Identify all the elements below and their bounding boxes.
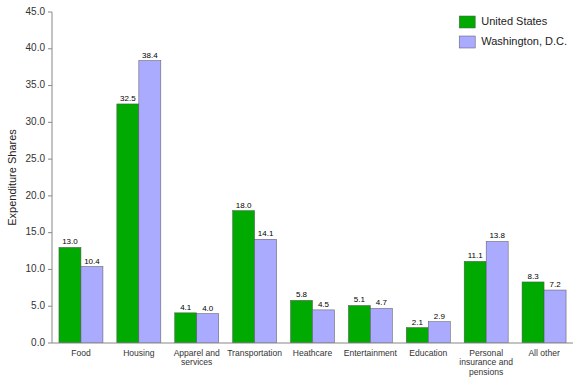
legend-swatch	[459, 16, 475, 28]
data-label: 10.4	[84, 257, 100, 266]
bar	[59, 247, 81, 343]
x-tick-label-line: insurance and	[459, 357, 513, 367]
bar	[291, 300, 313, 343]
y-tick	[48, 232, 52, 233]
data-labels: 13.0 32.5 4.1 18.0 5.8 5.1 2.1 11.1 8.3 10.4 38.4 4…	[62, 51, 561, 327]
data-label: 32.5	[120, 94, 136, 103]
y-tick-label: 5.0	[31, 300, 45, 311]
y-tick	[48, 343, 52, 344]
y-tick	[48, 195, 52, 196]
data-label: 4.5	[318, 300, 330, 309]
y-tick-label: 25.0	[26, 153, 46, 164]
data-label: 8.3	[527, 272, 539, 281]
legend-label: Washington, D.C.	[481, 35, 567, 47]
data-label: 5.8	[296, 290, 308, 299]
y-tick	[48, 159, 52, 160]
bar	[522, 282, 544, 343]
y-tick	[48, 12, 52, 13]
y-tick-label: 40.0	[26, 42, 46, 53]
y-tick	[48, 122, 52, 123]
x-tick-label-line: Entertainment	[344, 348, 398, 358]
data-label: 18.0	[236, 201, 252, 210]
x-tick-label: Heathcare	[293, 348, 333, 358]
bar	[406, 328, 428, 343]
x-tick-label-line: Housing	[123, 348, 155, 358]
y-axis-line	[52, 12, 53, 343]
data-label: 13.0	[62, 237, 78, 246]
bar	[197, 314, 219, 343]
bar	[139, 61, 161, 343]
x-tick-label-line: pensions	[469, 367, 503, 377]
x-tick-label-line: Education	[409, 348, 447, 358]
x-tick-label: Food	[71, 348, 91, 358]
bar	[544, 290, 566, 343]
y-tick	[48, 85, 52, 86]
data-label: 13.8	[489, 231, 505, 240]
x-tick-label-line: Personal	[469, 348, 503, 358]
data-label: 4.0	[202, 304, 214, 313]
y-tick	[48, 306, 52, 307]
data-label: 7.2	[549, 280, 561, 289]
bar	[81, 267, 103, 343]
bar	[370, 308, 392, 343]
y-tick-label: 20.0	[26, 190, 46, 201]
bar	[255, 239, 277, 343]
x-tick-label-line: Apparel and	[174, 348, 220, 358]
legend-swatch	[459, 36, 475, 48]
x-tick-label-line: services	[181, 357, 212, 367]
x-tick-label: All other	[528, 348, 560, 358]
y-axis-label: Expenditure Shares	[6, 129, 18, 226]
x-tick-label-line: Transportation	[227, 348, 282, 358]
bar	[348, 305, 370, 343]
x-axis-line	[52, 343, 573, 344]
y-tick	[48, 48, 52, 49]
y-axis: 0.0 5.0 10.0 15.0 20.0 25.0 30.0 35.0 40.0 45.0	[26, 6, 52, 348]
x-tick-label-line: Food	[71, 348, 91, 358]
bar	[486, 241, 508, 343]
legend-item: United States	[459, 15, 548, 28]
bar	[117, 104, 139, 343]
x-tick-label: Transportation	[227, 348, 282, 358]
x-tick-label-line: Heathcare	[293, 348, 333, 358]
y-tick-label: 35.0	[26, 79, 46, 90]
bar	[175, 313, 197, 343]
y-tick-label: 30.0	[26, 116, 46, 127]
data-label: 38.4	[142, 51, 158, 60]
y-tick-label: 15.0	[26, 226, 46, 237]
bar	[233, 211, 255, 343]
x-tick-label: Apparel andservices	[174, 348, 220, 368]
legend-label: United States	[481, 15, 548, 27]
data-label: 5.1	[354, 295, 366, 304]
bars	[59, 61, 566, 343]
y-tick-label: 45.0	[26, 6, 46, 17]
bar	[313, 310, 335, 343]
x-tick-label: Personalinsurance andpensions	[459, 348, 513, 378]
data-label: 14.1	[258, 229, 274, 238]
x-tick-label-line: All other	[528, 348, 560, 358]
chart: 0.0 5.0 10.0 15.0 20.0 25.0 30.0 35.0 40.0 45.0 Ex…	[0, 0, 581, 391]
data-label: 2.1	[412, 318, 424, 327]
data-label: 4.7	[376, 298, 388, 307]
y-tick	[48, 269, 52, 270]
bar	[464, 261, 486, 343]
y-tick-label: 0.0	[31, 337, 45, 348]
y-tick-label: 10.0	[26, 263, 46, 274]
data-label: 11.1	[468, 251, 484, 260]
legend: United States Washington, D.C.	[459, 15, 567, 48]
x-axis: Food Housing Apparel andservices Transporta…	[71, 348, 560, 378]
x-tick-label: Entertainment	[344, 348, 398, 358]
legend-item: Washington, D.C.	[459, 35, 567, 48]
bar	[428, 322, 450, 343]
x-tick-label: Education	[409, 348, 447, 358]
data-label: 2.9	[434, 312, 446, 321]
x-tick-label: Housing	[123, 348, 155, 358]
data-label: 4.1	[180, 303, 192, 312]
